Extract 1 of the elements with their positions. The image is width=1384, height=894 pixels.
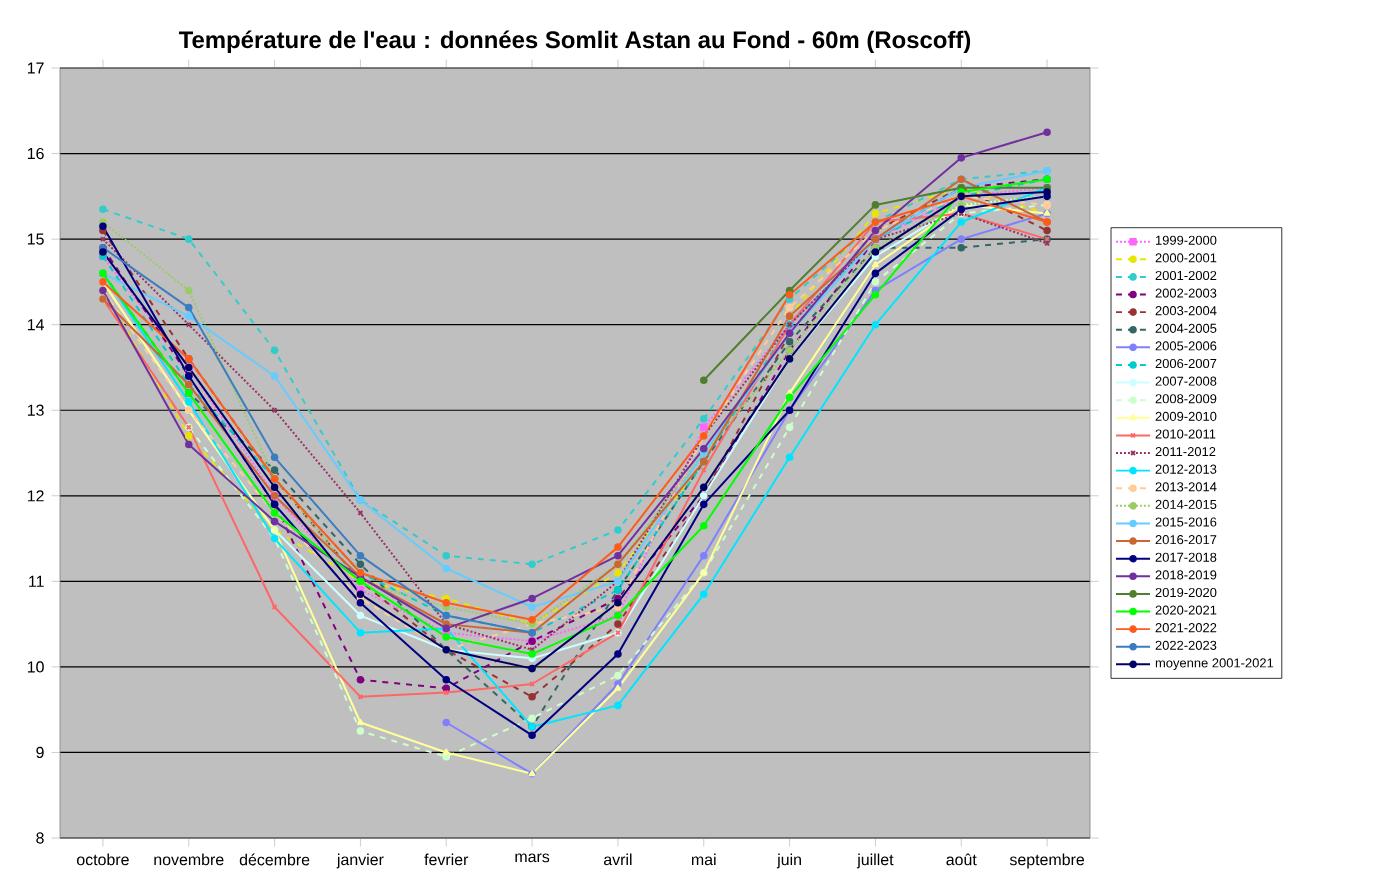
chart-title: Température de l'eau : données Somlit Astan au Fond - 60m (Roscoff)	[178, 30, 971, 54]
